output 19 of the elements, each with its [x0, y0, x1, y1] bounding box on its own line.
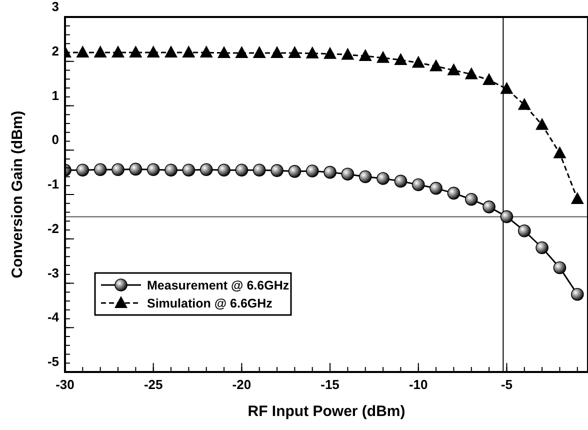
x-tick-label: -25 [144, 377, 163, 392]
legend-label: Measurement @ 6.6GHz [147, 278, 290, 292]
y-tick-label: -3 [47, 265, 59, 280]
x-tick-label: -30 [56, 377, 74, 392]
y-tick-label: -1 [47, 176, 59, 192]
y-tick-label: -2 [47, 220, 59, 236]
legend-label: Simulation @ 6.6GHz [147, 296, 272, 310]
y-tick-label: 0 [52, 132, 59, 148]
x-axis-title: RF Input Power (dBm) [248, 403, 406, 420]
y-tick-label: -5 [47, 354, 59, 369]
x-tick-label: -5 [500, 377, 513, 392]
x-tick-label: -10 [408, 377, 428, 392]
y-tick-label: 2 [52, 43, 59, 58]
y-tick-label: -4 [47, 310, 60, 325]
x-tick-label: -20 [232, 377, 252, 392]
x-tick-label: -15 [320, 377, 340, 392]
y-tick-label: 3 [52, 0, 59, 14]
y-tick-label: 1 [52, 88, 59, 103]
y-axis-title: Conversion Gain (dBm) [9, 110, 26, 278]
